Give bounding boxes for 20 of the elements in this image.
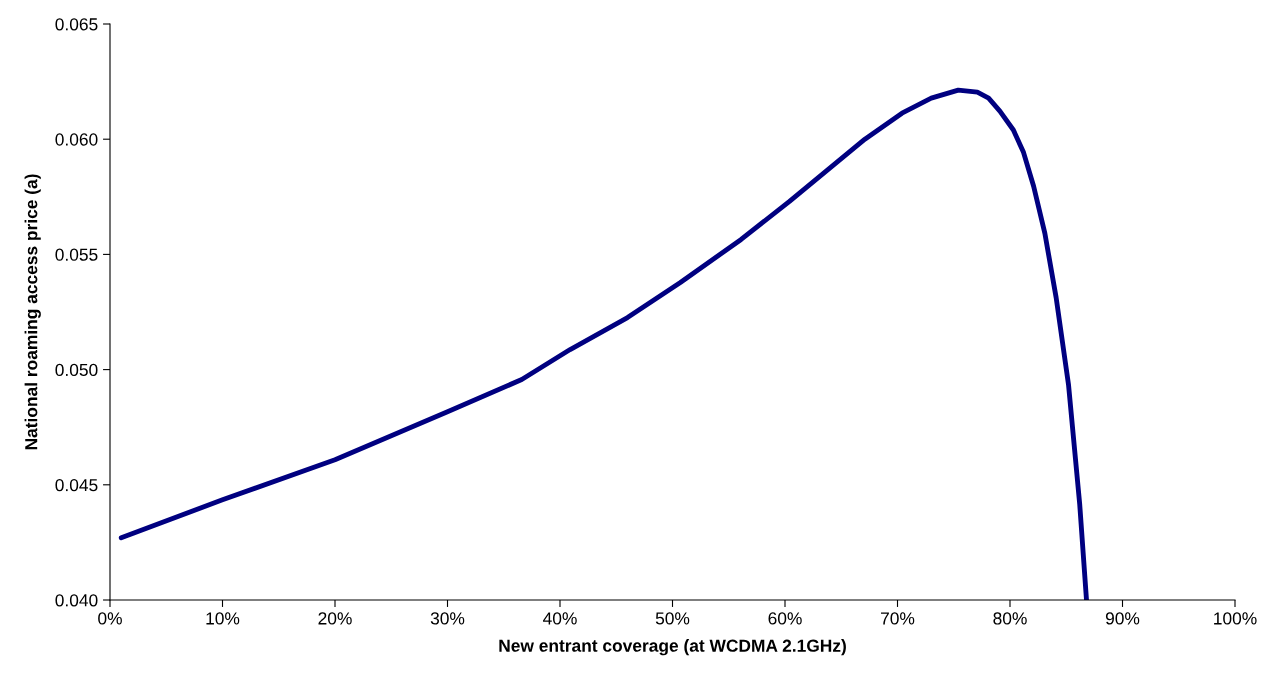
x-tick-label: 70% xyxy=(881,612,915,625)
line-series xyxy=(118,87,1089,600)
y-tick-label: 0.045 xyxy=(55,478,98,492)
x-tick-label: 40% xyxy=(543,612,577,625)
x-tick-label: 10% xyxy=(206,612,240,625)
x-tick-label: 0% xyxy=(98,612,122,625)
x-axis-title: New entrant coverage (at WCDMA 2.1GHz) xyxy=(499,639,846,656)
x-tick-label: 90% xyxy=(1105,612,1140,625)
x-tick-label: 50% xyxy=(655,612,690,625)
x-tick-label: 100% xyxy=(1214,612,1257,625)
x-tick-label: 80% xyxy=(993,612,1027,625)
x-tick-label: 20% xyxy=(318,612,352,625)
y-tick-label: 0.060 xyxy=(55,133,98,146)
y-axis-title: National roaming access price (a) xyxy=(24,174,41,450)
x-tick-label: 30% xyxy=(430,612,465,625)
y-tick-label: 0.050 xyxy=(55,363,98,377)
x-tick-label: 60% xyxy=(768,612,802,625)
y-tick-label: 0.040 xyxy=(55,594,98,607)
y-tick-label: 0.065 xyxy=(55,18,98,31)
y-tick-label: 0.055 xyxy=(55,248,98,261)
